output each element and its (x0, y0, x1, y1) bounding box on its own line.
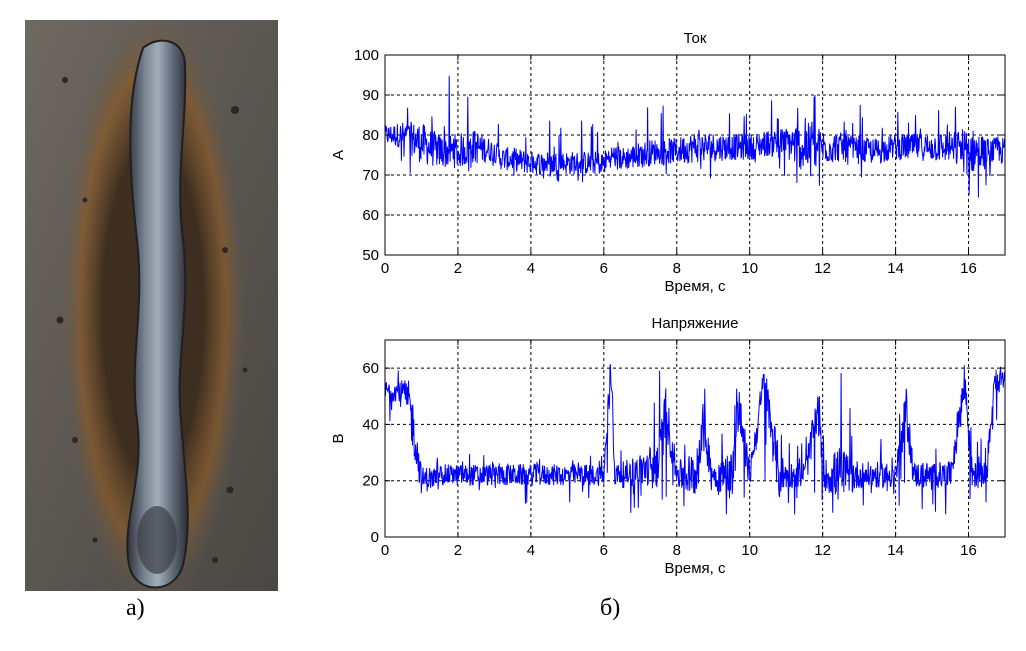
charts-caption: б) (600, 595, 621, 621)
x-axis-label: Время, с (665, 560, 726, 577)
x-tick-label: 6 (600, 260, 608, 277)
y-tick-label: 60 (362, 207, 379, 224)
y-tick-label: 60 (362, 360, 379, 377)
series-line (385, 364, 1005, 515)
x-tick-label: 2 (454, 542, 462, 559)
chart-title: Ток (684, 30, 707, 47)
x-tick-label: 10 (741, 260, 758, 277)
x-tick-label: 8 (673, 542, 681, 559)
photo-caption: а) (126, 595, 145, 621)
x-tick-label: 0 (381, 542, 389, 559)
x-axis-label: Время, с (665, 278, 726, 295)
x-tick-label: 4 (527, 260, 535, 277)
y-tick-label: 100 (354, 47, 379, 64)
x-tick-label: 10 (741, 542, 758, 559)
y-tick-label: 0 (371, 529, 379, 546)
y-tick-label: 90 (362, 87, 379, 104)
weld-seam-photo (25, 20, 278, 591)
x-tick-label: 16 (960, 542, 977, 559)
chart-0: 0 2 4 6 8 10 12 14 16 50 60 70 80 90 100 Ток Время, с А (330, 30, 1006, 295)
x-tick-label: 16 (960, 260, 977, 277)
plot-frame (384, 339, 1006, 538)
chart-title: Напряжение (652, 315, 739, 332)
x-tick-label: 6 (600, 542, 608, 559)
y-tick-label: 40 (362, 416, 379, 433)
x-tick-label: 4 (527, 542, 535, 559)
weld-seam-image (25, 20, 278, 591)
y-tick-label: 50 (362, 247, 379, 264)
plot-area (385, 55, 1005, 255)
x-tick-label: 2 (454, 260, 462, 277)
plot-area (385, 340, 1005, 537)
x-tick-label: 8 (673, 260, 681, 277)
x-tick-label: 0 (381, 260, 389, 277)
y-tick-label: 70 (362, 167, 379, 184)
x-tick-label: 14 (887, 542, 904, 559)
y-tick-label: 80 (362, 127, 379, 144)
x-tick-label: 14 (887, 260, 904, 277)
chart-1: 0 2 4 6 8 10 12 14 16 0 20 40 60 Напряжение Время, с В (330, 315, 1006, 577)
plot-frame (384, 54, 1006, 256)
series-line (385, 75, 1005, 198)
x-tick-label: 12 (814, 542, 831, 559)
x-tick-label: 12 (814, 260, 831, 277)
y-axis-label: А (330, 150, 347, 160)
y-axis-label: В (330, 433, 347, 443)
y-tick-label: 20 (362, 473, 379, 490)
